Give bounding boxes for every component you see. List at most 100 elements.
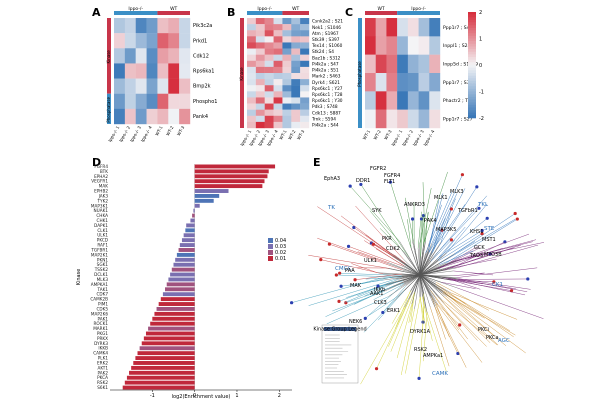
side-group-label: Kinase (239, 67, 244, 81)
tree-branch (419, 274, 450, 280)
heatmap-cell (255, 30, 265, 37)
tree-branch (369, 296, 399, 316)
tree-branch (401, 273, 421, 276)
tree-branch (438, 186, 478, 247)
tree-branch (458, 278, 528, 292)
heatmap-cell (247, 66, 257, 74)
heatmap-cell (418, 36, 430, 55)
tree-branch (344, 285, 386, 303)
tree-branch (441, 299, 498, 346)
heatmap-cell (282, 73, 292, 80)
legend-swatch (268, 250, 273, 255)
tree-branch (436, 282, 489, 311)
kinase-label: MYO3B (484, 252, 502, 258)
heatmap-cell (264, 91, 274, 98)
heatmap-cell (407, 18, 419, 37)
heatmap-cell (247, 36, 257, 43)
col-label: WT-3 (176, 125, 186, 137)
tree-branch (353, 290, 384, 305)
heatmap-cell (247, 109, 257, 116)
heatmap-cell (282, 36, 292, 43)
heatmap-cell (282, 121, 292, 129)
y-tick-label: TGFBR1 (90, 247, 108, 252)
tree-branch (422, 215, 424, 246)
bar (190, 218, 195, 223)
tree-branch (419, 246, 435, 276)
tree-branch (428, 200, 440, 251)
tree-branch (425, 308, 447, 372)
tree-branch (348, 246, 402, 266)
heatmap-cell (291, 109, 301, 116)
colorbar-step (468, 110, 476, 113)
tree-branch (431, 296, 446, 340)
tree-branch (453, 272, 485, 276)
kinase-label: PKCa (486, 335, 499, 341)
colorbar-step (468, 17, 476, 21)
kinase-label: SYK (372, 208, 382, 214)
bar (194, 189, 229, 193)
tree-branch (419, 274, 423, 297)
heatmap-cell (397, 109, 409, 129)
tree-branch (449, 278, 528, 280)
heatmap-cell (114, 78, 126, 94)
y-tick-label: RAF1 (97, 243, 108, 248)
heatmap-cell (407, 36, 419, 55)
heatmap-cell (397, 73, 409, 92)
tree-group-label: CAMK (432, 371, 448, 377)
tree-branch (419, 274, 459, 280)
colorbar-step (468, 51, 476, 55)
heatmap-cell (264, 24, 274, 31)
kinase-label: DYRK1A (410, 329, 431, 335)
panel-letter-d: D (92, 156, 102, 169)
heatmap-cell (247, 85, 257, 92)
heatmap-cell (282, 79, 292, 86)
heatmap-cell (300, 54, 310, 61)
legend-label: 0.02 (275, 250, 286, 256)
tree-branch (419, 274, 447, 297)
tree-branch (419, 274, 454, 276)
tree-branch (457, 287, 544, 319)
kinase-dot (348, 184, 352, 188)
tree-branch (404, 274, 421, 291)
heatmap-cell (264, 48, 274, 55)
y-tick-label: AMPKA1 (91, 282, 109, 287)
kinase-label: TAO3 (469, 253, 483, 259)
heatmap-cell (291, 73, 301, 80)
heatmap-cell (397, 36, 409, 55)
heatmap-cell (146, 48, 158, 64)
group-label-2: WT (292, 6, 299, 12)
bar (126, 375, 195, 380)
tree-branch (408, 256, 421, 276)
heatmap-cell (124, 48, 136, 64)
heatmap-cell (365, 54, 376, 74)
colorbar-step (468, 59, 476, 63)
tree-branch (452, 298, 526, 354)
tree-branch (419, 274, 425, 294)
tree-branch (398, 274, 421, 280)
tree-branch (373, 284, 403, 300)
bar (194, 169, 269, 174)
row-label: Ppp1r7 ; S45 (443, 25, 473, 31)
tree-group-label: TKL (477, 202, 489, 208)
legend-label: 0.01 (275, 256, 286, 262)
heatmap-cell (386, 18, 398, 37)
tree-branch (455, 239, 537, 262)
side-group-bar (107, 93, 111, 124)
heatmap-cell (114, 33, 126, 49)
tree-branch (349, 185, 401, 242)
tree-branch (431, 204, 466, 251)
bar (178, 248, 195, 252)
tree-branch (392, 255, 421, 276)
kinase-dot (346, 244, 351, 248)
kinase-label: GCK (474, 245, 485, 251)
tree-branch (355, 273, 402, 281)
tree-branch (351, 263, 378, 273)
tree-branch (405, 197, 414, 239)
colorbar-step (468, 67, 476, 71)
colorbar-step (468, 41, 476, 45)
tree-branch (412, 241, 421, 276)
row-label: Rps6kc1 ; Y27 (312, 86, 343, 92)
legend-label: 0.03 (275, 244, 286, 250)
heatmap-cell (273, 48, 283, 55)
tree-branch (457, 244, 539, 268)
